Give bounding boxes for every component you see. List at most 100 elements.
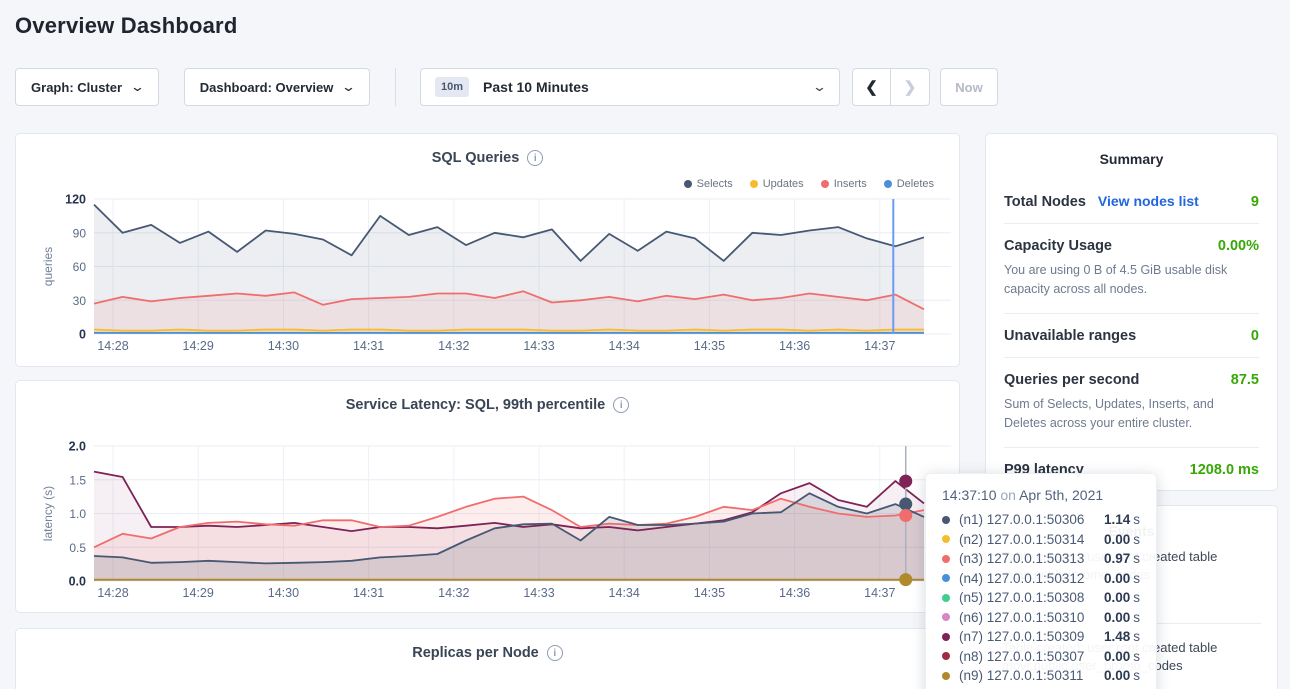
node-address: (n6) 127.0.0.1:50310	[959, 609, 1085, 625]
node-latency-value: 1.48	[1103, 629, 1131, 644]
replicas-per-node-panel: Replicas per Node i	[15, 628, 960, 689]
node-color-dot	[942, 593, 950, 602]
series-fill	[94, 493, 924, 581]
node-latency-value: 0.00	[1103, 570, 1131, 586]
node-address: (n7) 127.0.0.1:50309	[959, 629, 1085, 644]
x-tick-label: 14:35	[694, 586, 725, 600]
x-tick-label: 14:36	[779, 586, 810, 600]
legend-item-selects[interactable]: Selects	[683, 178, 733, 190]
x-tick-label: 14:30	[268, 586, 299, 600]
tooltip-row: (n4) 127.0.0.1:50312 0.00 s	[942, 571, 1140, 586]
node-color-dot	[942, 515, 950, 524]
node-latency-value: 0.00	[1103, 668, 1131, 683]
y-axis-name: queries	[41, 247, 55, 286]
summary-row-qps: Queries per second 87.5 Sum of Selects, …	[1004, 358, 1259, 448]
summary-label: Unavailable ranges	[1004, 327, 1137, 344]
legend-dot	[749, 180, 758, 188]
tooltip-row: (n1) 127.0.0.1:50306 1.14 s	[942, 512, 1140, 527]
service-latency-plot[interactable]: 0.0 0.5 1.0 1.5 2.0 14:28 14:29 14:30 14:31 14:32…	[16, 381, 961, 615]
node-latency-value: 0.97	[1103, 551, 1131, 566]
node-address: (n8) 127.0.0.1:50307	[959, 648, 1085, 664]
service-latency-title-row: Service Latency: SQL, 99th percentile i	[16, 397, 959, 413]
node-latency-unit: s	[1133, 629, 1140, 644]
summary-heading: Summary	[1099, 151, 1164, 167]
view-nodes-list-link[interactable]: View nodes list	[1097, 193, 1199, 209]
tooltip-row: (n6) 127.0.0.1:50310 0.00 s	[942, 610, 1140, 625]
time-prev-button[interactable]: ❮	[853, 69, 891, 105]
legend-label: Selects	[696, 178, 733, 190]
legend-item-deletes[interactable]: Deletes	[883, 178, 934, 190]
tooltip-row: (n5) 127.0.0.1:50308 0.00 s	[942, 590, 1140, 605]
node-latency-unit: s	[1133, 531, 1140, 547]
node-color-dot	[942, 632, 950, 641]
x-tick-label: 14:32	[438, 586, 469, 600]
y-tick-label: 30	[73, 294, 87, 308]
x-tick-label: 14:28	[97, 586, 128, 600]
toolbar-divider	[395, 68, 396, 106]
legend-label: Updates	[762, 178, 804, 190]
sql-queries-legend: Selects Updates Inserts Deletes	[683, 178, 934, 190]
chevron-left-icon: ❮	[865, 79, 878, 96]
series-line	[93, 492, 925, 565]
y-tick-label: 120	[65, 193, 86, 207]
summary-value: 0.00%	[1217, 238, 1259, 254]
legend-item-inserts[interactable]: Inserts	[820, 178, 867, 190]
page-title: Overview Dashboard	[15, 13, 238, 38]
node-color-dot	[942, 535, 950, 543]
time-next-button[interactable]: ❯	[891, 69, 929, 105]
node-latency-unit: s	[1133, 512, 1140, 527]
legend-dot	[683, 180, 692, 188]
now-button-label: Now	[955, 79, 983, 95]
now-button[interactable]: Now	[940, 68, 998, 106]
y-axis-name: latency (s)	[41, 486, 55, 541]
node-address: (n9) 127.0.0.1:50311	[959, 668, 1084, 683]
node-color-dot	[942, 613, 950, 621]
chart-hover-tooltip: 14:37:10 on Apr 5th, 2021 (n1) 127.0.0.1…	[925, 473, 1157, 689]
node-latency-unit: s	[1133, 590, 1140, 605]
tooltip-date: Apr 5th, 2021	[1019, 487, 1104, 503]
x-tick-label: 14:37	[864, 339, 895, 353]
tooltip-row: (n2) 127.0.0.1:50314 0.00 s	[942, 532, 1140, 547]
time-range-label: Past 10 Minutes	[483, 79, 589, 95]
node-address: (n2) 127.0.0.1:50314	[959, 531, 1085, 547]
summary-label: Total Nodes	[1004, 194, 1086, 210]
tooltip-row: (n7) 127.0.0.1:50309 1.48 s	[942, 629, 1140, 644]
sql-queries-plot[interactable]: 0 30 60 90 120 14:28 14:29 14:30 14:31 14:32 14:33…	[16, 134, 961, 368]
chevron-down-icon: ⌄	[341, 79, 357, 94]
time-range-selector[interactable]: 10m Past 10 Minutes ⌄	[420, 68, 840, 106]
node-latency-value: 0.00	[1103, 590, 1131, 605]
info-icon[interactable]: i	[613, 397, 630, 413]
summary-value: 1208.0 ms	[1189, 461, 1259, 478]
node-latency-unit: s	[1133, 648, 1140, 664]
x-tick-label: 14:31	[353, 339, 384, 353]
summary-desc: Sum of Selects, Updates, Inserts, and De…	[1004, 396, 1214, 431]
x-tick-label: 14:34	[609, 586, 640, 600]
summary-label: Capacity Usage	[1004, 238, 1112, 254]
info-icon[interactable]: i	[546, 645, 563, 661]
node-latency-unit: s	[1133, 570, 1140, 586]
chevron-down-icon: ⌄	[129, 79, 146, 94]
legend-label: Inserts	[833, 178, 867, 190]
dashboard-dropdown[interactable]: Dashboard: Overview ⌄	[184, 68, 370, 106]
chevron-down-icon: ⌄	[811, 79, 828, 94]
x-tick-label: 14:34	[609, 339, 640, 353]
legend-item-updates[interactable]: Updates	[749, 178, 804, 190]
series-fill	[94, 204, 924, 334]
hover-dot	[899, 497, 913, 511]
info-icon[interactable]: i	[527, 150, 544, 166]
series-line	[93, 328, 924, 332]
graph-dropdown[interactable]: Graph: Cluster ⌄	[15, 68, 159, 106]
legend-label: Deletes	[896, 178, 934, 190]
node-latency-value: 0.00	[1103, 609, 1131, 625]
y-tick-label: 2.0	[69, 440, 86, 454]
tooltip-row: (n9) 127.0.0.1:50311 0.00 s	[942, 668, 1140, 683]
x-tick-label: 14:33	[523, 339, 554, 353]
series-line	[93, 470, 925, 533]
sql-queries-title-row: SQL Queries i	[16, 150, 959, 166]
legend-dot	[820, 180, 829, 188]
x-tick-label: 14:37	[864, 586, 895, 600]
series-line	[93, 203, 925, 262]
y-tick-label: 0.5	[69, 541, 86, 555]
node-latency-unit: s	[1133, 609, 1140, 625]
summary-row-capacity: Capacity Usage 0.00% You are using 0 B o…	[1004, 224, 1259, 314]
